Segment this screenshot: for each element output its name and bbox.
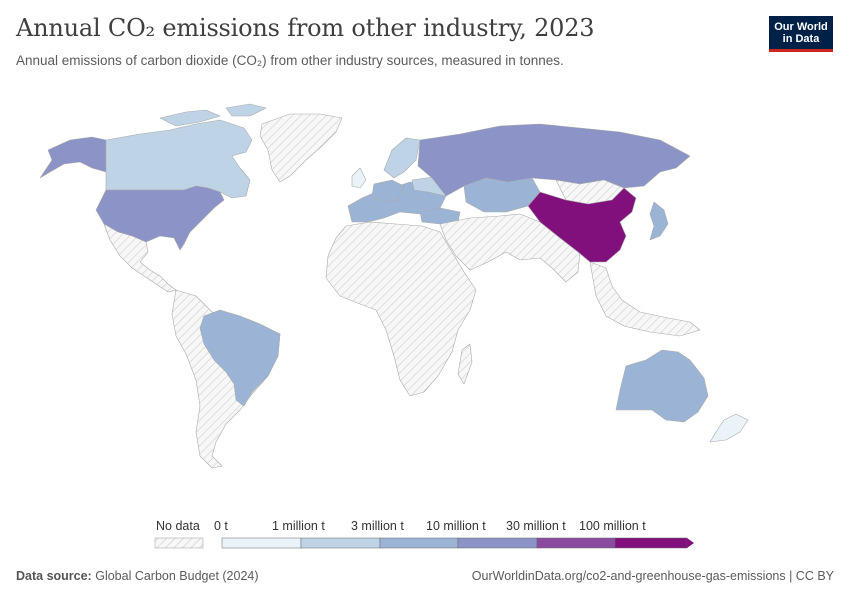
logo-line1: Our World <box>774 21 828 33</box>
region-alaska[interactable] <box>39 136 107 179</box>
region-se-asia[interactable] <box>589 261 701 337</box>
owid-logo[interactable]: Our World in Data <box>769 16 833 52</box>
source-label: Data source: <box>16 569 92 583</box>
region-greenland[interactable] <box>259 113 343 183</box>
region-canada[interactable] <box>105 119 253 199</box>
region-middle-east[interactable] <box>439 213 581 283</box>
chart-subtitle: Annual emissions of carbon dioxide (CO₂)… <box>16 53 564 68</box>
region-brazil[interactable] <box>199 309 281 407</box>
source-value[interactable]: Global Carbon Budget (2024) <box>95 569 259 583</box>
logo-line2: in Data <box>782 33 820 45</box>
region-australia[interactable] <box>615 349 709 423</box>
region-russia[interactable] <box>417 123 691 197</box>
region-canada-islands[interactable] <box>159 103 267 127</box>
region-scandinavia[interactable] <box>383 137 421 179</box>
chart-title: Annual CO₂ emissions from other industry… <box>16 14 595 42</box>
region-germany[interactable] <box>371 179 405 203</box>
region-japan[interactable] <box>649 201 669 241</box>
region-africa[interactable] <box>325 221 477 397</box>
region-uk[interactable] <box>351 167 367 189</box>
data-source: Data source: Global Carbon Budget (2024) <box>16 569 259 583</box>
footer-url[interactable]: OurWorldinData.org/co2-and-greenhouse-ga… <box>471 569 834 583</box>
region-new-zealand[interactable] <box>709 413 749 443</box>
region-china[interactable] <box>527 187 637 263</box>
region-madagascar[interactable] <box>457 343 473 385</box>
region-mexico[interactable] <box>103 223 177 293</box>
